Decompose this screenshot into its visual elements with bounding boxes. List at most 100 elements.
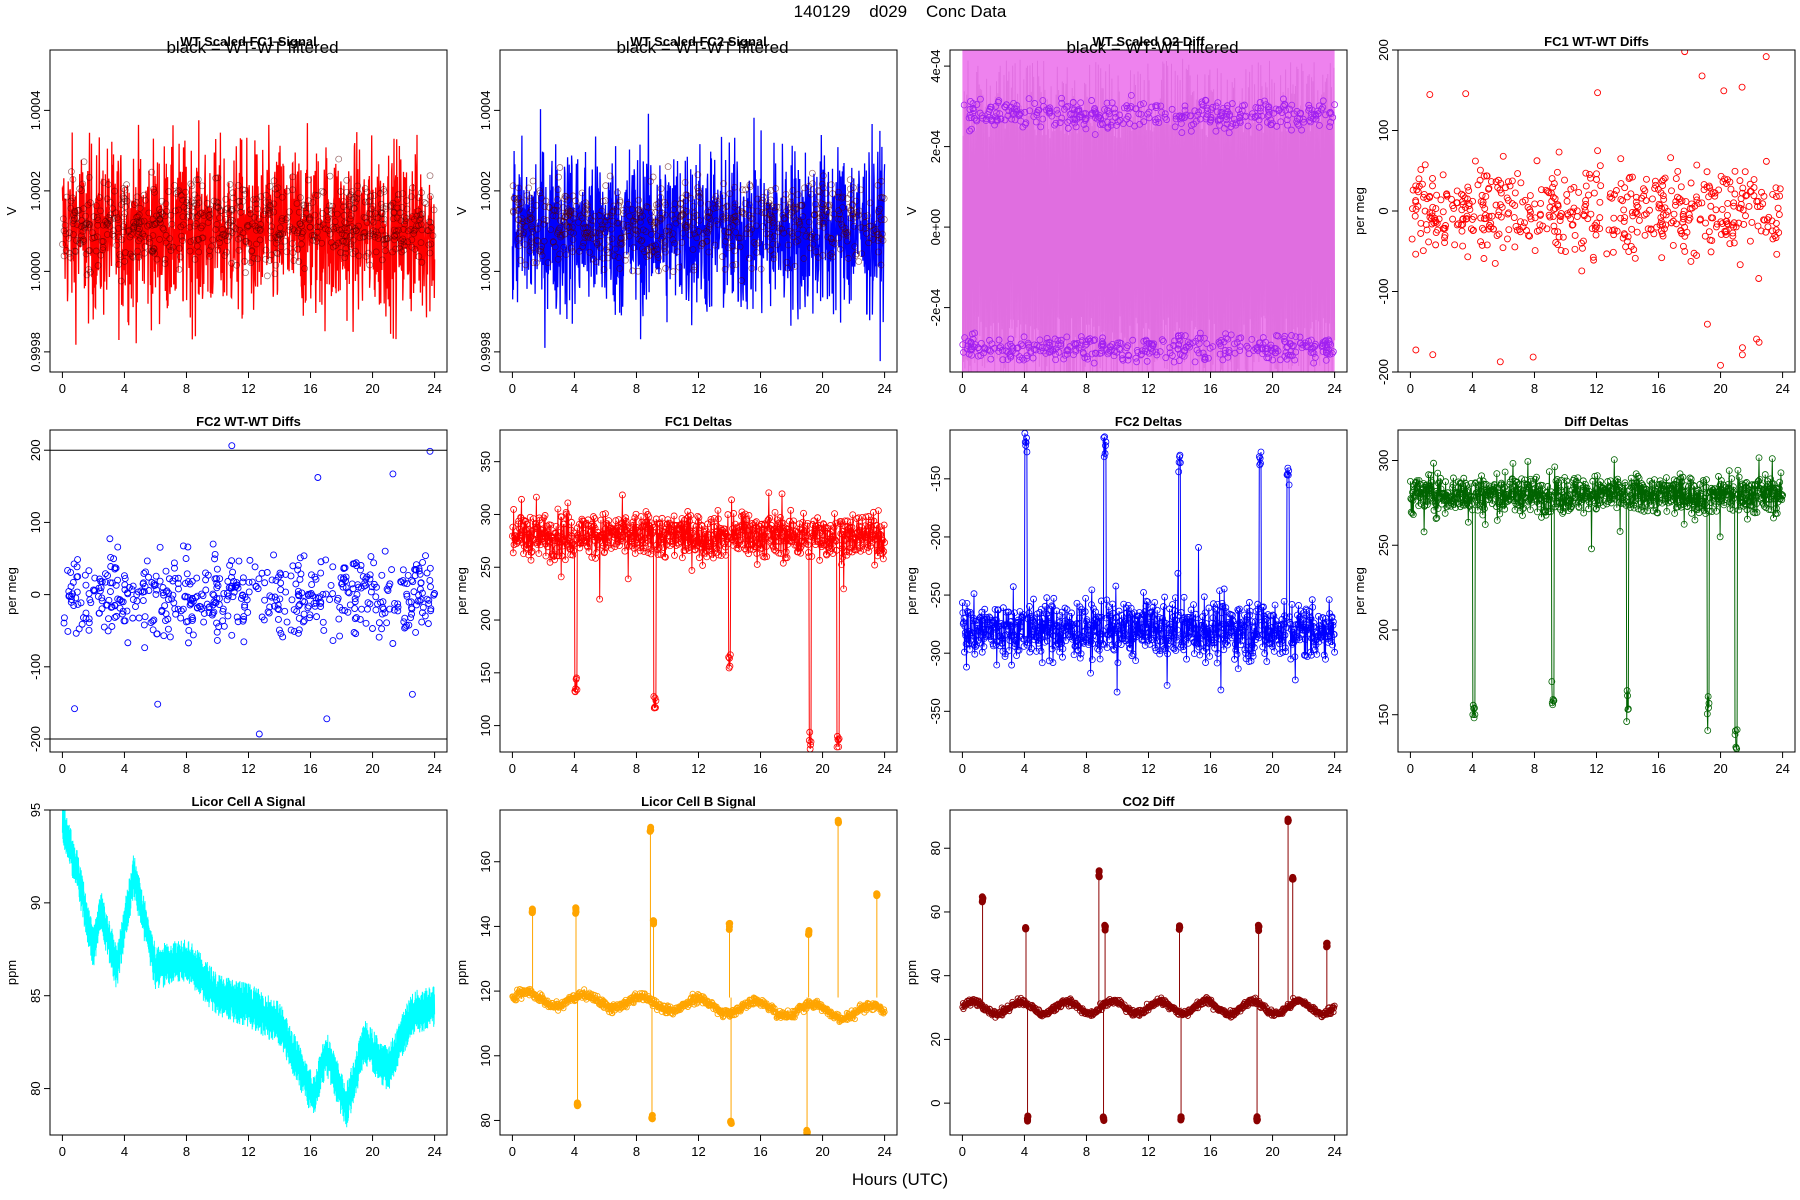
filtered-point bbox=[746, 201, 753, 209]
diff-point bbox=[292, 580, 300, 588]
delta-point bbox=[981, 605, 989, 613]
diff-point bbox=[341, 607, 349, 615]
delta-point bbox=[879, 536, 887, 544]
filtered-point bbox=[271, 270, 279, 278]
filtered-point bbox=[185, 212, 193, 219]
diff-point bbox=[1707, 248, 1715, 256]
diff-point bbox=[1596, 198, 1604, 206]
diff-point bbox=[301, 598, 309, 606]
diff-point bbox=[1703, 183, 1711, 191]
diff-point bbox=[404, 571, 412, 579]
delta-point bbox=[999, 639, 1006, 647]
filtered-point bbox=[298, 240, 305, 248]
filtered-point bbox=[198, 234, 206, 242]
diff-point bbox=[248, 578, 256, 586]
filtered-point bbox=[1158, 108, 1166, 116]
diff-point bbox=[308, 581, 316, 589]
diff-point bbox=[1617, 180, 1625, 188]
diff-point bbox=[129, 596, 137, 604]
diff-point bbox=[1554, 241, 1562, 248]
x-tick-label: 20 bbox=[365, 381, 379, 396]
filtered-point bbox=[106, 198, 114, 206]
diff-point bbox=[1549, 183, 1557, 191]
filtered-point bbox=[1111, 105, 1118, 113]
filtered-point bbox=[617, 241, 625, 248]
delta-point bbox=[682, 523, 690, 531]
delta-point bbox=[1129, 650, 1137, 658]
diff-point bbox=[211, 555, 219, 563]
diff-point bbox=[1459, 216, 1467, 224]
filtered-point bbox=[753, 249, 761, 256]
filtered-point bbox=[731, 200, 739, 208]
diff-point bbox=[116, 596, 124, 603]
filtered-point bbox=[178, 232, 185, 240]
filtered-point bbox=[509, 182, 517, 190]
filtered-point bbox=[342, 238, 350, 246]
filtered-point bbox=[176, 244, 183, 252]
diff-point bbox=[351, 598, 359, 606]
filtered-point bbox=[637, 214, 645, 221]
filtered-point bbox=[1005, 107, 1013, 115]
diff-point bbox=[383, 619, 391, 627]
filtered-point bbox=[806, 244, 814, 252]
filtered-point bbox=[763, 188, 771, 196]
filtered-point bbox=[347, 215, 354, 223]
filtered-point bbox=[133, 213, 141, 221]
filtered-point bbox=[844, 228, 852, 236]
filtered-point bbox=[768, 223, 776, 230]
delta-point bbox=[1180, 646, 1188, 654]
y-tick-label: 100 bbox=[1376, 120, 1391, 142]
diff-point bbox=[168, 595, 176, 603]
diff-point bbox=[1769, 190, 1777, 198]
diff-point bbox=[1594, 89, 1602, 97]
delta-point bbox=[840, 585, 848, 593]
filtered-point bbox=[171, 182, 178, 189]
filtered-point bbox=[786, 211, 794, 219]
filtered-point bbox=[999, 356, 1007, 364]
diff-point bbox=[1698, 72, 1706, 80]
diff-point bbox=[172, 610, 180, 618]
filtered-point bbox=[547, 226, 555, 233]
filtered-point bbox=[234, 182, 242, 189]
filtered-point bbox=[665, 223, 673, 231]
diff-point bbox=[1644, 225, 1652, 233]
filtered-point bbox=[726, 234, 733, 241]
filtered-point bbox=[828, 250, 836, 257]
diff-point bbox=[295, 626, 303, 634]
filtered-point bbox=[360, 213, 368, 221]
x-tick-label: 8 bbox=[1083, 381, 1090, 396]
filtered-point bbox=[237, 234, 245, 241]
filtered-point bbox=[1316, 121, 1323, 129]
filtered-point bbox=[683, 223, 691, 231]
delta-point bbox=[597, 516, 605, 524]
delta-point bbox=[738, 508, 746, 516]
delta-point bbox=[807, 741, 814, 749]
filtered-point bbox=[1046, 104, 1054, 112]
diff-point bbox=[1556, 217, 1564, 225]
filtered-point bbox=[566, 217, 574, 224]
diff-point bbox=[1612, 187, 1620, 194]
delta-point bbox=[1139, 624, 1147, 631]
diff-point bbox=[85, 567, 93, 575]
filtered-point bbox=[78, 216, 85, 224]
filtered-point bbox=[237, 208, 245, 216]
filtered-point bbox=[1184, 342, 1192, 350]
filtered-point bbox=[191, 256, 199, 263]
delta-point bbox=[1023, 448, 1031, 456]
filtered-point bbox=[1089, 109, 1096, 117]
filtered-point bbox=[427, 218, 434, 226]
y-tick-label: 0e+00 bbox=[928, 209, 943, 246]
filtered-point bbox=[651, 225, 659, 233]
filtered-point bbox=[675, 263, 683, 271]
filtered-point bbox=[770, 255, 778, 263]
diff-point bbox=[233, 613, 241, 621]
delta-point bbox=[1020, 611, 1028, 618]
filtered-point bbox=[79, 180, 87, 188]
filtered-point bbox=[846, 176, 854, 184]
filtered-point bbox=[82, 221, 89, 229]
diff-point bbox=[170, 559, 178, 567]
delta-point bbox=[689, 529, 697, 537]
filtered-point bbox=[110, 232, 118, 240]
filtered-point bbox=[877, 261, 885, 269]
filtered-point bbox=[190, 202, 197, 210]
